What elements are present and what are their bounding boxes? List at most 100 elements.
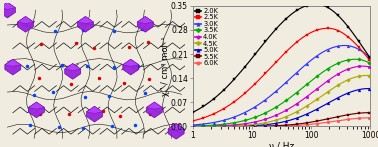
2.0K <box>236 74 241 75</box>
3.5K <box>324 69 329 70</box>
Line: 4.0K: 4.0K <box>191 65 372 128</box>
5.0K <box>191 126 195 127</box>
5.0K <box>222 125 226 127</box>
4.0K <box>191 125 195 127</box>
5.5K <box>324 118 329 120</box>
4.0K <box>236 124 241 125</box>
Line: 2.5K: 2.5K <box>191 27 372 122</box>
5.0K <box>271 123 276 125</box>
Polygon shape <box>65 64 81 79</box>
2.5K <box>325 27 330 29</box>
3.5K <box>368 63 373 64</box>
5.5K <box>236 126 241 127</box>
3.0K <box>222 119 226 121</box>
2.0K <box>325 6 329 8</box>
X-axis label: ν / Hz: ν / Hz <box>269 142 294 147</box>
4.5K <box>365 75 369 76</box>
Line: 3.0K: 3.0K <box>191 44 372 126</box>
3.5K <box>353 58 358 60</box>
4.0K <box>361 65 365 67</box>
3.0K <box>271 93 276 95</box>
4.5K <box>309 102 314 104</box>
Polygon shape <box>0 2 15 9</box>
Polygon shape <box>5 59 21 75</box>
Line: 5.0K: 5.0K <box>191 87 372 128</box>
Polygon shape <box>5 59 21 66</box>
Polygon shape <box>123 59 139 75</box>
4.0K <box>295 102 300 104</box>
4.0K <box>309 92 314 94</box>
Polygon shape <box>137 16 153 24</box>
5.0K <box>324 103 329 105</box>
2.5K <box>222 107 226 109</box>
2.5K <box>271 64 276 66</box>
Polygon shape <box>28 102 45 118</box>
4.0K <box>222 125 226 126</box>
3.0K <box>236 115 241 116</box>
5.0K <box>309 111 314 113</box>
3.0K <box>324 49 329 51</box>
3.5K <box>191 125 195 127</box>
5.5K <box>191 126 195 127</box>
Polygon shape <box>123 59 139 66</box>
Polygon shape <box>146 102 163 118</box>
3.5K <box>295 91 300 93</box>
4.5K <box>271 120 276 122</box>
5.0K <box>236 125 241 127</box>
3.5K <box>309 80 314 82</box>
Polygon shape <box>28 102 45 109</box>
4.5K <box>324 92 329 93</box>
Polygon shape <box>137 16 153 32</box>
2.0K <box>295 9 300 11</box>
6.0K <box>191 126 195 127</box>
2.0K <box>222 89 226 90</box>
Legend: 2.0K, 2.5K, 3.0K, 3.5K, 4.0K, 4.5K, 5.0K, 5.5K, 6.0K: 2.0K, 2.5K, 3.0K, 3.5K, 4.0K, 4.5K, 5.0K… <box>194 7 218 67</box>
3.5K <box>236 121 241 123</box>
Line: 4.5K: 4.5K <box>192 74 372 128</box>
Polygon shape <box>87 106 102 122</box>
2.5K <box>368 60 373 62</box>
3.0K <box>343 45 347 46</box>
Line: 5.5K: 5.5K <box>191 111 372 128</box>
6.0K <box>324 122 329 123</box>
3.5K <box>271 108 276 110</box>
Polygon shape <box>146 102 163 109</box>
Polygon shape <box>87 106 102 113</box>
Y-axis label: χ'' / cm³ mol⁻¹: χ'' / cm³ mol⁻¹ <box>161 36 169 96</box>
5.5K <box>368 112 373 113</box>
4.0K <box>368 66 373 68</box>
6.0K <box>368 117 373 119</box>
3.5K <box>222 123 226 125</box>
6.0K <box>295 125 300 126</box>
6.0K <box>222 126 226 127</box>
Line: 3.5K: 3.5K <box>192 58 372 127</box>
Line: 2.0K: 2.0K <box>191 3 372 114</box>
5.5K <box>295 123 300 125</box>
4.5K <box>191 126 195 127</box>
2.0K <box>368 57 373 59</box>
3.0K <box>295 71 300 73</box>
Polygon shape <box>77 16 93 24</box>
6.0K <box>236 126 241 127</box>
4.0K <box>324 81 329 82</box>
4.5K <box>368 75 373 77</box>
2.0K <box>309 4 314 5</box>
3.0K <box>309 59 314 61</box>
Polygon shape <box>168 123 184 139</box>
Polygon shape <box>65 64 81 71</box>
2.0K <box>314 3 318 5</box>
4.5K <box>236 125 241 127</box>
2.5K <box>236 98 241 99</box>
2.5K <box>324 27 329 29</box>
4.0K <box>271 116 276 117</box>
Polygon shape <box>17 16 34 24</box>
5.5K <box>309 121 314 123</box>
2.0K <box>271 31 276 33</box>
2.5K <box>295 41 300 42</box>
5.0K <box>367 88 371 89</box>
3.0K <box>191 124 195 126</box>
4.5K <box>222 125 226 127</box>
4.5K <box>295 111 300 112</box>
5.0K <box>295 117 300 119</box>
Polygon shape <box>17 16 34 32</box>
